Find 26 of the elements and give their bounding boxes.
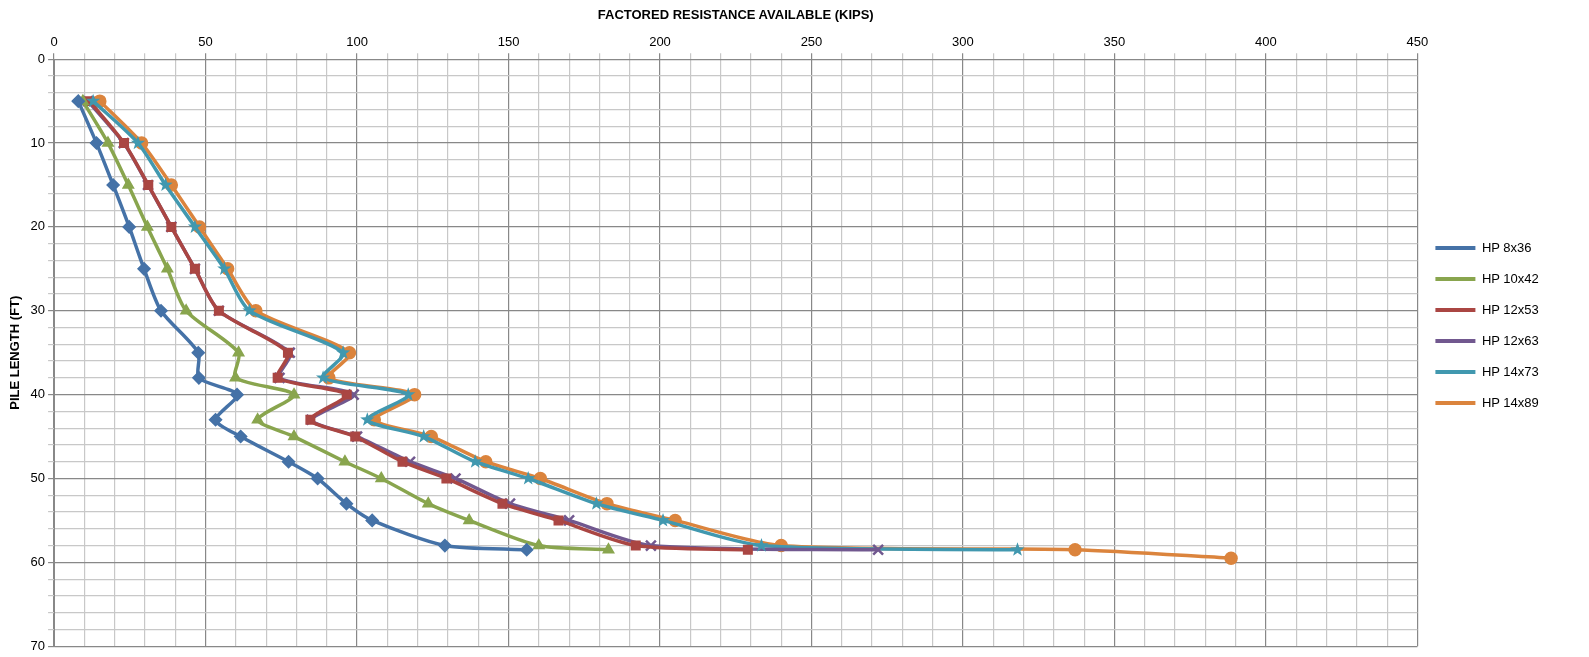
x-tick-label: 250 (800, 33, 823, 49)
x-tick-label: 450 (1406, 33, 1429, 49)
legend-label: HP 10x42 (1481, 270, 1539, 286)
legend-label: HP 8x36 (1481, 239, 1532, 255)
x-axis-title: FACTORED RESISTANCE AVAILABLE (KIPS) (597, 7, 874, 23)
legend-label: HP 14x89 (1481, 394, 1539, 410)
y-tick-label: 40 (30, 386, 46, 402)
y-tick-label: 50 (30, 470, 46, 486)
legend-label: HP 12x63 (1481, 332, 1539, 348)
x-tick-label: 350 (1103, 33, 1126, 49)
y-tick-label: 0 (37, 50, 46, 66)
x-tick-label: 50 (198, 33, 213, 49)
x-tick-label: 300 (952, 33, 974, 49)
y-axis-title: PILE LENGTH (FT) (7, 295, 23, 410)
y-tick-label: 10 (30, 134, 46, 150)
x-tick-label: 150 (497, 33, 520, 49)
y-tick-label: 60 (30, 553, 46, 569)
y-tick-label: 70 (30, 637, 46, 653)
y-tick-label: 30 (30, 302, 46, 318)
legend-label: HP 14x73 (1481, 363, 1539, 379)
legend-label: HP 12x53 (1481, 301, 1539, 317)
y-tick-label: 20 (30, 218, 46, 234)
x-tick-label: 100 (346, 33, 368, 49)
x-tick-label: 400 (1255, 33, 1277, 49)
x-tick-label: 200 (649, 33, 671, 49)
x-tick-label: 0 (50, 33, 58, 49)
